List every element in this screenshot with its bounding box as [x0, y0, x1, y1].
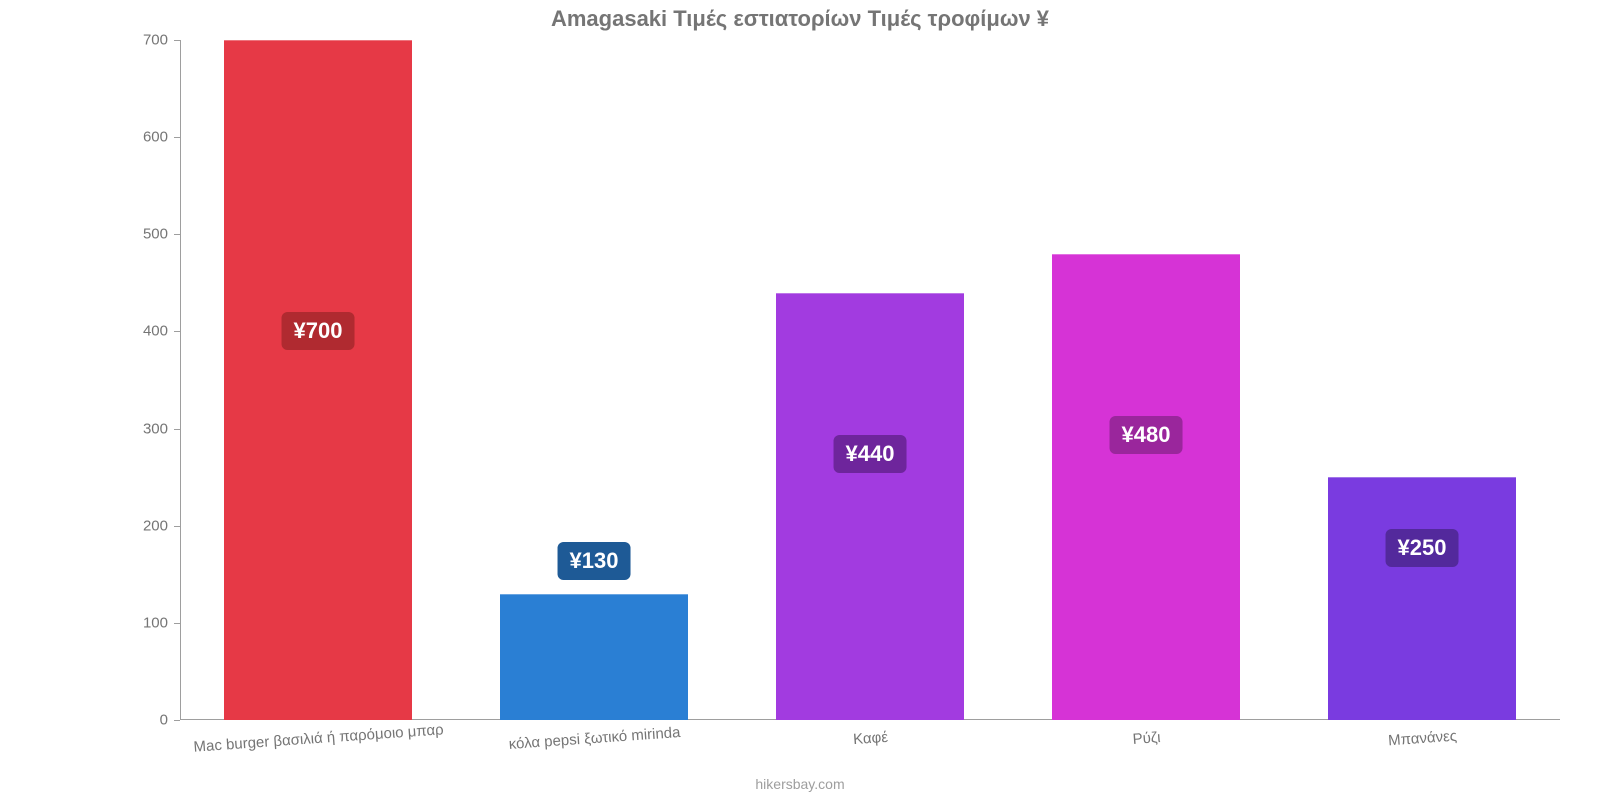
plot-area: 0100200300400500600700¥700Mac burger βασ…: [180, 40, 1560, 720]
bar: ¥130: [500, 594, 688, 720]
y-tick-label: 100: [143, 614, 168, 631]
value-badge: ¥250: [1386, 529, 1459, 567]
bar: ¥700: [224, 40, 412, 720]
bar: ¥480: [1052, 254, 1240, 720]
chart-title: Amagasaki Τιμές εστιατορίων Τιμές τροφίμ…: [0, 6, 1600, 32]
y-tick-label: 0: [160, 712, 168, 729]
y-tick-mark: [174, 40, 180, 41]
x-category-label: Μπανάνες: [1388, 728, 1458, 750]
x-category-label: κόλα pepsi ξωτικό mirinda: [508, 724, 681, 753]
x-category-label: Καφέ: [853, 729, 889, 748]
bar: ¥440: [776, 293, 964, 720]
value-badge: ¥480: [1110, 416, 1183, 454]
y-tick-label: 500: [143, 226, 168, 243]
y-tick-mark: [174, 234, 180, 235]
y-tick-mark: [174, 526, 180, 527]
y-tick-mark: [174, 331, 180, 332]
value-badge: ¥130: [558, 542, 631, 580]
price-bar-chart: Amagasaki Τιμές εστιατορίων Τιμές τροφίμ…: [0, 0, 1600, 800]
y-tick-mark: [174, 137, 180, 138]
value-badge: ¥700: [282, 312, 355, 350]
attribution-text: hikersbay.com: [0, 776, 1600, 792]
y-tick-mark: [174, 720, 180, 721]
y-tick-mark: [174, 429, 180, 430]
bar: ¥250: [1328, 477, 1516, 720]
y-tick-label: 600: [143, 129, 168, 146]
value-badge: ¥440: [834, 435, 907, 473]
y-tick-label: 400: [143, 323, 168, 340]
y-axis-line: [180, 40, 181, 720]
y-tick-mark: [174, 623, 180, 624]
y-tick-label: 200: [143, 517, 168, 534]
x-category-label: Mac burger βασιλιά ή παρόμοιο μπαρ: [193, 721, 444, 755]
y-tick-label: 300: [143, 420, 168, 437]
y-tick-label: 700: [143, 32, 168, 49]
x-category-label: Ρύζι: [1132, 729, 1161, 748]
